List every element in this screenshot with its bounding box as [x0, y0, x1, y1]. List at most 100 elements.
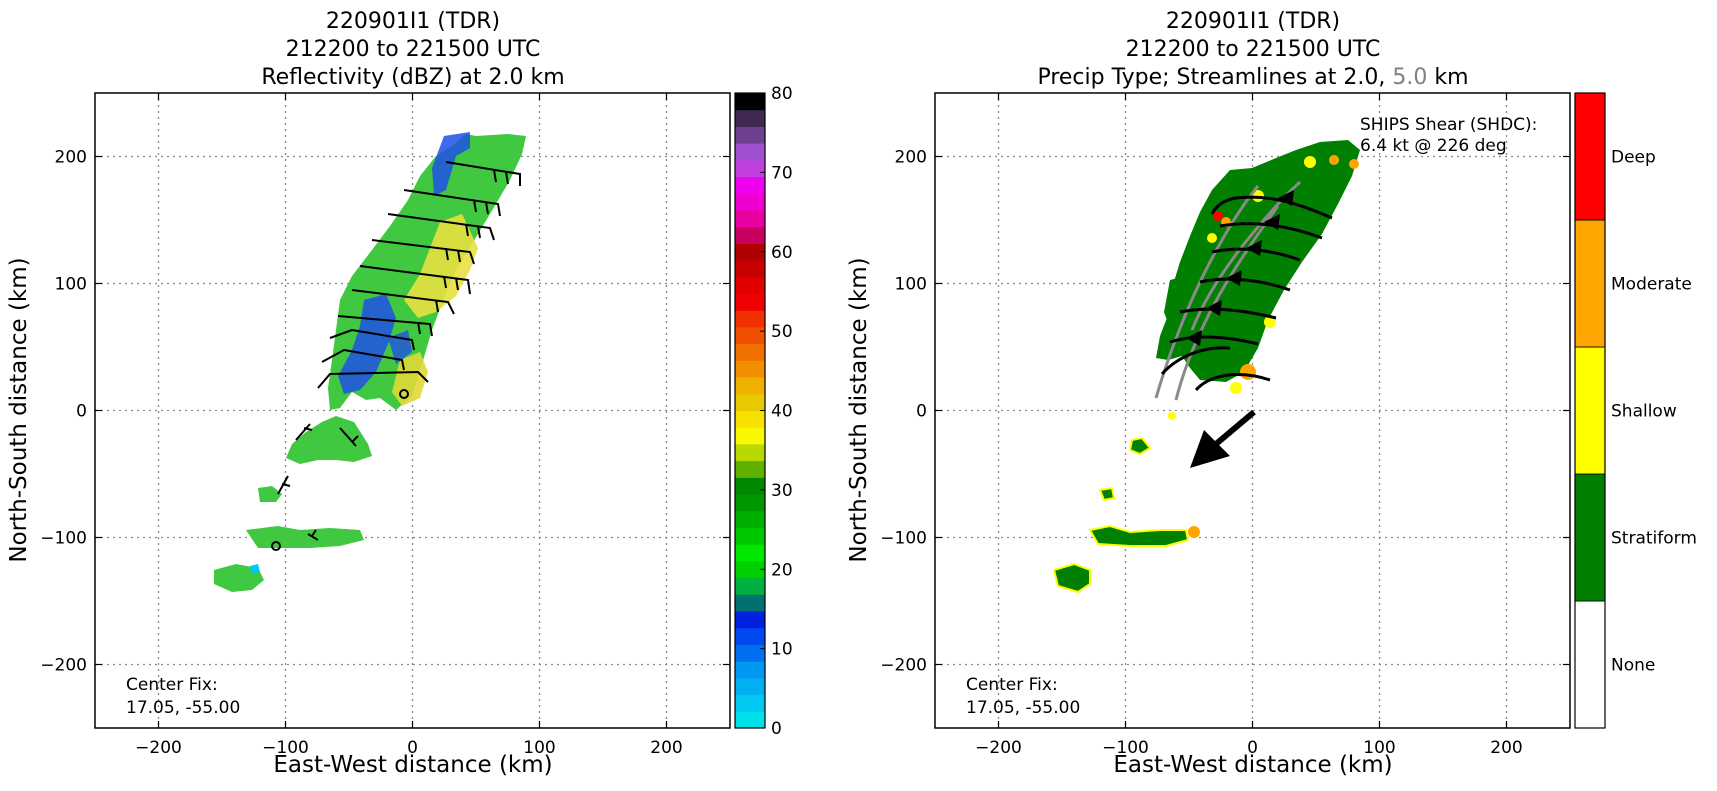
right-title-line3-suffix: km [1427, 65, 1468, 90]
category-label: None [1611, 656, 1655, 676]
right-center-fix-label: Center Fix: [966, 675, 1058, 695]
colorbar-tick-label: 0 [771, 719, 782, 739]
right-moderate-spot [1329, 155, 1339, 165]
colorbar-swatch [735, 544, 765, 562]
colorbar-tick-label: 60 [771, 243, 793, 263]
arrowhead [1226, 270, 1242, 286]
wind-barb [295, 423, 313, 441]
colorbar-swatch [735, 410, 765, 428]
left-title-line1: 220901I1 (TDR) [326, 9, 500, 34]
colorbar-tick-label: 10 [771, 640, 793, 660]
right-title-line1: 220901I1 (TDR) [1166, 9, 1340, 34]
colorbar-swatch [735, 360, 765, 378]
streamline-2km [1160, 346, 1231, 376]
colorbar-swatch [735, 226, 765, 244]
wind-barb [329, 328, 415, 351]
right-colorbar-frame [1574, 92, 1606, 729]
right-stratiform-main [1156, 140, 1360, 382]
colorbar-swatch [735, 209, 765, 228]
colorbar-swatch [735, 661, 765, 679]
right-grid [935, 93, 1570, 728]
right-shallow-spot [1207, 233, 1217, 243]
colorbar-swatch [735, 443, 765, 462]
colorbar-swatch [735, 577, 765, 595]
arrowhead [1186, 330, 1202, 346]
y-tick-label: −200 [880, 656, 927, 676]
right-stratiform-west [1164, 276, 1192, 334]
colorbar-tick-label: 50 [771, 322, 793, 342]
left-x-axis-label: East-West distance (km) [273, 752, 552, 778]
right-streamlines-2km [1160, 195, 1333, 392]
streamline-2km [1179, 307, 1277, 320]
y-tick-label: 100 [55, 275, 87, 295]
wind-barb [317, 370, 429, 389]
right-colorbar [1574, 92, 1606, 729]
streamline-2km [1194, 373, 1271, 392]
right-moderate-spot [1188, 526, 1200, 538]
right-shallow-spot [1264, 316, 1276, 328]
x-tick-label: 200 [1490, 738, 1522, 758]
right-deep-spot [1213, 211, 1223, 221]
y-tick-label: 200 [55, 148, 87, 168]
right-panel: 220901I1 (TDR) 212200 to 221500 UTC Prec… [846, 9, 1697, 778]
colorbar-tick-label: 80 [771, 84, 793, 104]
left-panel: 220901I1 (TDR) 212200 to 221500 UTC Refl… [6, 9, 793, 778]
x-tick-label: 200 [650, 738, 682, 758]
left-y-ticks: −200 −100 0 100 200 [40, 148, 730, 676]
right-y-ticks: −200 −100 0 100 200 [880, 148, 1570, 676]
right-colorbar-labels: None Stratiform Shallow Moderate Deep [1611, 148, 1697, 676]
y-tick-label: −100 [880, 529, 927, 549]
arrowhead [1264, 214, 1280, 230]
x-tick-label: 100 [523, 738, 555, 758]
colorbar-swatch [735, 243, 765, 261]
colorbar-swatch [735, 276, 765, 295]
left-title-line2: 212200 to 221500 UTC [286, 37, 541, 62]
left-title-line3: Reflectivity (dBZ) at 2.0 km [261, 65, 564, 90]
colorbar-swatch [735, 126, 765, 144]
left-colorbar-ticks: 0 10 20 30 40 50 60 70 80 [760, 84, 793, 739]
left-colorbar [735, 93, 765, 729]
arrowhead [1278, 190, 1294, 206]
streamline-2km [1169, 335, 1259, 346]
wind-barb [277, 475, 291, 495]
left-center-fix-value: 17.05, -55.00 [126, 698, 240, 718]
left-echo-field [214, 132, 526, 592]
colorbar-tick-label: 30 [771, 481, 793, 501]
left-wind-barbs [271, 161, 521, 551]
right-cell-1 [1128, 436, 1152, 456]
left-plot-frame [94, 92, 731, 729]
calm-wind-circle [271, 541, 281, 551]
calm-wind-circle [399, 389, 409, 399]
category-label: Stratiform [1611, 529, 1697, 549]
wind-barb [321, 348, 405, 371]
colorbar-swatch [735, 193, 765, 211]
right-title-line3: Precip Type; Streamlines at 2.0, 5.0 km [1037, 65, 1468, 90]
right-cell-2 [1098, 486, 1116, 502]
colorbar-swatch [735, 477, 765, 495]
colorbar-swatch [735, 527, 765, 545]
colorbar-swatch [735, 343, 765, 361]
colorbar-swatch [735, 644, 765, 662]
colorbar-tick-label: 20 [771, 560, 793, 580]
left-echo-yellow-band [404, 214, 478, 318]
right-title-line3-gray: 5.0 [1392, 65, 1427, 90]
colorbar-swatch [735, 627, 765, 645]
wind-barb [371, 239, 475, 265]
arrowhead [1206, 300, 1222, 316]
arrowhead [1246, 240, 1262, 256]
left-center-fix-label: Center Fix: [126, 675, 218, 695]
right-streamline-arrowheads [1186, 190, 1294, 346]
colorbar-swatch [735, 393, 765, 411]
category-label: Moderate [1611, 275, 1692, 295]
shear-arrow-shaft [1214, 409, 1256, 447]
category-swatch [1574, 219, 1606, 348]
colorbar-swatch [735, 260, 765, 278]
shear-arrow-head [1190, 430, 1230, 468]
colorbar-tick-label: 40 [771, 402, 793, 422]
colorbar-swatch [735, 93, 765, 111]
y-tick-label: −100 [40, 529, 87, 549]
streamline-5km [1154, 185, 1260, 399]
colorbar-swatch [735, 293, 765, 311]
colorbar-swatch [735, 427, 765, 445]
